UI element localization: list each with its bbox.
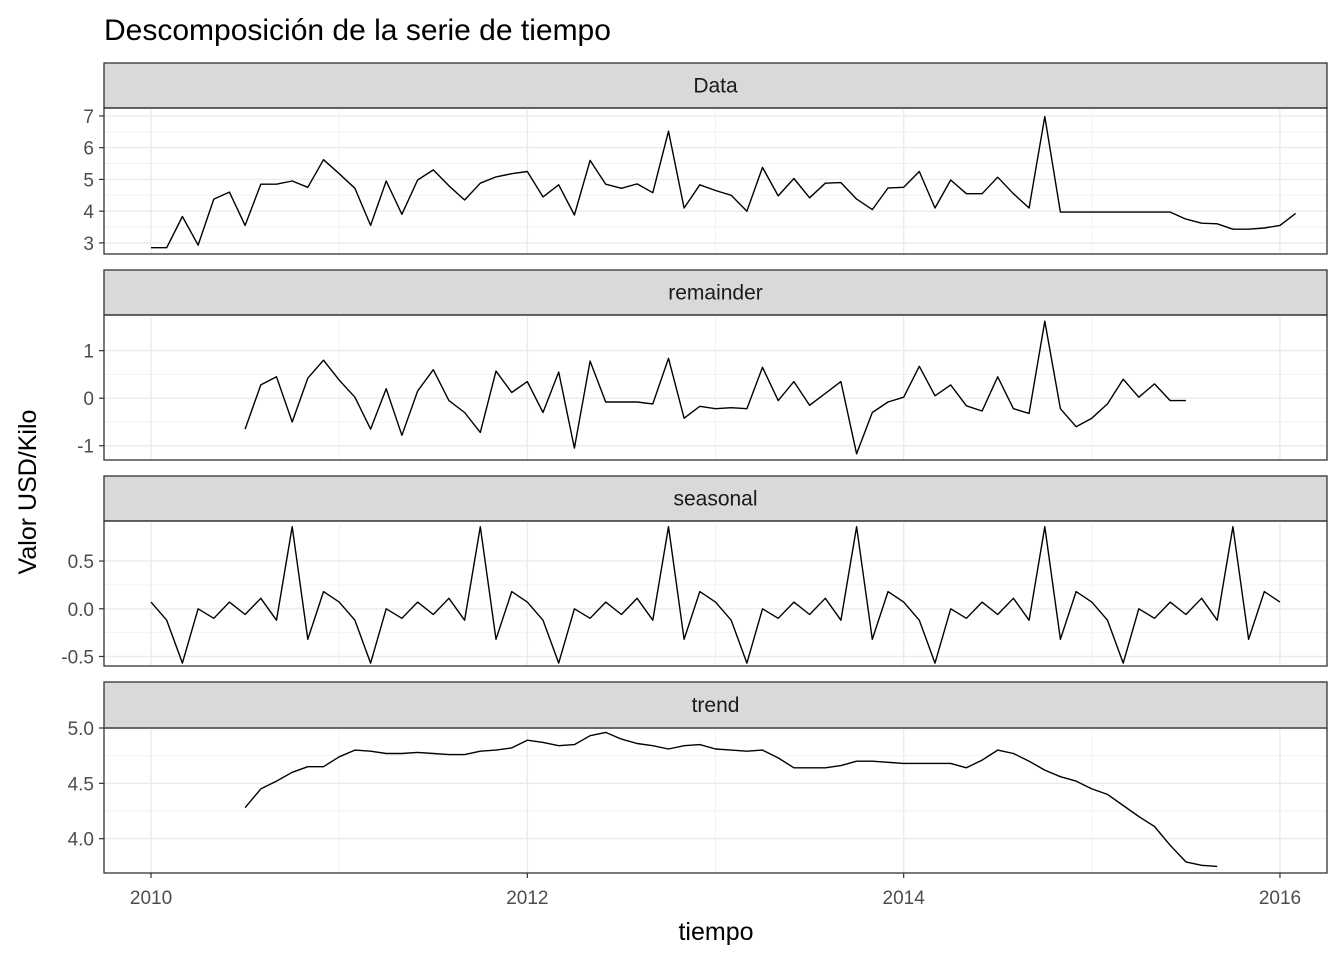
- panel-seasonal: seasonal -0.5 0.0 0.5: [61, 475, 1328, 668]
- y-tick-label: 0: [83, 389, 94, 410]
- y-tick-label: 5: [83, 170, 94, 191]
- facet-panels: Data 3 4 5 6 7 remainder -1 0 1 seasonal -0.5 0.0 0.5…: [61, 62, 1328, 909]
- y-tick-label: 4: [83, 202, 94, 223]
- facet-strip-label: trend: [692, 694, 740, 717]
- x-tick-label: 2010: [130, 888, 172, 909]
- series-line-remainder: [244, 320, 1186, 455]
- facet-strip: [103, 269, 1328, 316]
- panel-border: [103, 727, 1328, 874]
- panel-border: [103, 314, 1328, 461]
- panel-remainder: remainder -1 0 1: [77, 269, 1328, 461]
- y-tick-label: 5.0: [68, 719, 94, 740]
- series-line-data: [151, 115, 1297, 249]
- y-tick-label: 6: [83, 139, 94, 160]
- facet-strip: [103, 681, 1328, 729]
- facet-strip: [103, 62, 1328, 109]
- panel-data: Data 3 4 5 6 7: [83, 62, 1328, 255]
- y-tick-label: 0.5: [68, 552, 94, 573]
- facet-strip: [103, 475, 1328, 522]
- y-tick-label: 7: [83, 107, 94, 128]
- y-tick-label: 1: [83, 342, 94, 363]
- y-axis-label: Valor USD/Kilo: [14, 410, 42, 575]
- y-tick-label: 3: [83, 234, 94, 255]
- panel-border: [103, 107, 1328, 255]
- y-tick-label: -0.5: [61, 647, 94, 668]
- panel-border: [103, 520, 1328, 667]
- x-tick-label: 2016: [1259, 888, 1301, 909]
- facet-strip-label: Data: [693, 75, 738, 98]
- facet-strip-label: remainder: [668, 282, 763, 305]
- x-axis-label: tiempo: [678, 918, 753, 946]
- chart-title: Descomposición de la serie de tiempo: [104, 14, 611, 47]
- facet-strip-label: seasonal: [673, 488, 757, 511]
- panel-trend: trend 4.0 4.5 5.0 2010 2012 2014 2016: [68, 681, 1328, 909]
- x-tick-label: 2014: [883, 888, 926, 909]
- y-tick-label: 4.5: [68, 774, 94, 795]
- y-tick-label: -1: [77, 437, 94, 458]
- y-tick-label: 4.0: [68, 830, 94, 851]
- series-line-trend: [244, 731, 1218, 868]
- x-tick-label: 2012: [506, 888, 548, 909]
- y-tick-label: 0.0: [68, 600, 94, 621]
- series-line-seasonal: [150, 526, 1281, 664]
